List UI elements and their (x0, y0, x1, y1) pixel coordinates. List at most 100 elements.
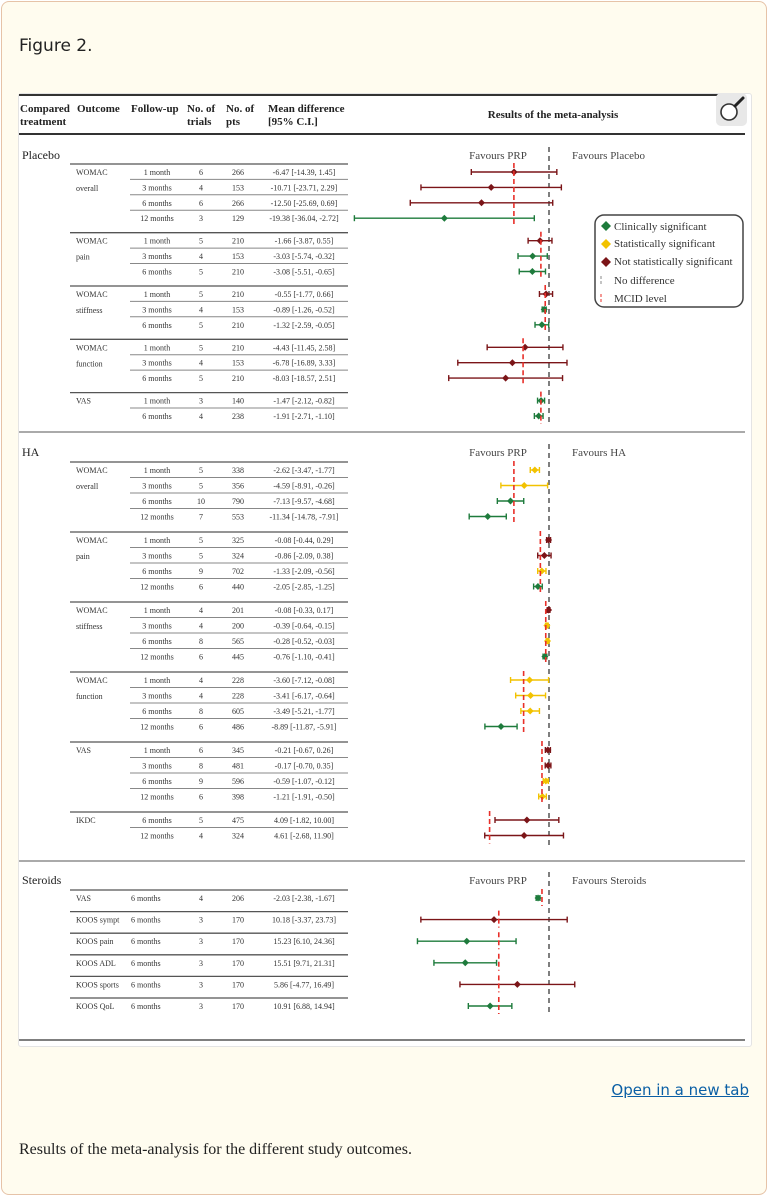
trials-cell: 5 (199, 374, 203, 383)
outcome-group: KOOS pain 6 months 3 170 15.23 [6.10, 24.36] (70, 932, 517, 950)
outcome-label: WOMAC (76, 466, 108, 475)
point-estimate-marker (520, 482, 528, 489)
mean-difference-cell: -10.71 [-23.71, 2.29] (271, 183, 338, 192)
mean-difference-cell: -3.03 [-5.74, -0.32] (273, 252, 335, 261)
followup-cell: 3 months (142, 482, 172, 491)
legend-no-difference: No difference (614, 275, 675, 287)
table-row: 6 months 3 170 15.51 [9.71, 21.31] (70, 954, 498, 968)
mean-difference-cell: -8.03 [-18.57, 2.51] (273, 374, 336, 383)
followup-cell: 12 months (140, 832, 174, 841)
mean-difference-cell: -12.50 [-25.69, 0.69] (271, 199, 338, 208)
followup-cell: 6 months (142, 816, 172, 825)
mean-difference-cell: 15.51 [9.71, 21.31] (273, 959, 335, 968)
table-row: 1 month 5 210 -0.55 [-1.77, 0.66] (70, 285, 554, 299)
trials-cell: 6 (199, 723, 203, 732)
trials-cell: 4 (199, 305, 203, 314)
outcome-label: WOMAC (76, 536, 108, 545)
pts-cell: 210 (232, 321, 244, 330)
trials-cell: 6 (199, 583, 203, 592)
mean-difference-cell: -2.03 [-2.38, -1.67] (273, 894, 335, 903)
trials-cell: 9 (199, 567, 203, 576)
section-name: HA (22, 445, 40, 459)
outcome-label: WOMAC (76, 168, 108, 177)
outcome-group: WOMAC overall 1 month 6 266 -6.47 [-14.39, 1.… (70, 163, 563, 227)
pts-cell: 129 (232, 214, 244, 223)
outcome-group: KOOS sympt 6 months 3 170 10.18 [-3.37, 23.7… (70, 910, 568, 928)
outcome-label: WOMAC (76, 676, 108, 685)
pts-cell: 228 (232, 692, 244, 701)
trials-cell: 5 (199, 536, 203, 545)
mean-difference-cell: -3.49 [-5.21, -1.77] (273, 707, 335, 716)
favours-left-label: Favours PRP (469, 875, 527, 887)
figure-label: Figure 2. (19, 36, 93, 56)
outcome-label: KOOS pain (76, 937, 114, 946)
trials-cell: 10 (197, 497, 205, 506)
pts-cell: 325 (232, 536, 244, 545)
mean-difference-cell: 5.86 [-4.77, 16.49] (274, 980, 334, 989)
followup-cell: 6 months (142, 268, 172, 277)
pts-cell: 475 (232, 816, 244, 825)
followup-cell: 6 months (142, 637, 172, 646)
pts-cell: 170 (232, 1002, 244, 1011)
table-row: 12 months 6 445 -0.76 [-1.10, -0.41] (130, 648, 549, 662)
figure-caption: Results of the meta-analysis for the dif… (19, 1141, 412, 1158)
open-in-new-tab-link[interactable]: Open in a new tab (611, 1081, 749, 1099)
outcome-label: WOMAC (76, 290, 108, 299)
trials-cell: 6 (199, 168, 203, 177)
legend-statistical-marker (601, 239, 611, 249)
outcome-group: KOOS ADL 6 months 3 170 15.51 [9.71, 21.31] (70, 953, 500, 971)
col-compared-2: treatment (20, 116, 67, 128)
mean-difference-cell: -4.59 [-8.91, -0.26] (273, 482, 335, 491)
table-row: 6 months 3 170 10.18 [-3.37, 23.73] (70, 910, 568, 925)
followup-cell: 6 months (131, 937, 161, 946)
point-estimate-marker (538, 321, 546, 329)
outcome-label: VAS (76, 397, 91, 406)
table-header: Compared treatment Outcome Follow-up No.… (19, 94, 745, 135)
trials-cell: 4 (199, 894, 203, 903)
trials-cell: 8 (199, 762, 203, 771)
legend-mcid: MCID level (614, 293, 667, 305)
followup-cell: 3 months (142, 252, 172, 261)
legend: Clinically significant Statistically sig… (594, 214, 744, 308)
point-estimate-marker (487, 183, 495, 191)
trials-cell: 4 (199, 252, 203, 261)
mean-difference-cell: -0.76 [-1.10, -0.41] (273, 653, 335, 662)
trials-cell: 3 (199, 397, 203, 406)
trials-cell: 6 (199, 746, 203, 755)
followup-cell: 3 months (142, 359, 172, 368)
favours-left-label: Favours PRP (469, 447, 527, 459)
table-row: 1 month 6 345 -0.21 [-0.67, 0.26] (70, 741, 552, 755)
col-trials-1: No. of (187, 103, 215, 115)
outcome-label: VAS (76, 746, 91, 755)
pts-cell: 210 (232, 290, 244, 299)
trials-cell: 5 (199, 552, 203, 561)
point-estimate-marker (545, 536, 553, 544)
legend-box (594, 214, 744, 308)
outcome-label: VAS (76, 894, 91, 903)
table-row: 12 months 6 486 -8.89 [-11.87, -5.91] (130, 718, 518, 732)
followup-cell: 6 months (142, 497, 172, 506)
mean-difference-cell: 10.18 [-3.37, 23.73] (272, 916, 336, 925)
point-estimate-marker (542, 290, 550, 298)
mean-difference-cell: -1.66 [-3.87, 0.55] (275, 237, 334, 246)
legend-not-significant: Not statistically significant (614, 256, 733, 268)
table-row: 3 months 4 228 -3.41 [-6.17, -0.64] (130, 687, 547, 701)
pts-cell: 170 (232, 937, 244, 946)
point-estimate-marker (484, 513, 492, 520)
followup-cell: 1 month (144, 290, 170, 299)
trials-cell: 4 (199, 606, 203, 615)
followup-cell: 1 month (144, 397, 170, 406)
trials-cell: 6 (199, 793, 203, 802)
legend-statistical: Statistically significant (614, 238, 715, 250)
mean-difference-cell: -0.08 [-0.44, 0.29] (275, 536, 334, 545)
pts-cell: 210 (232, 268, 244, 277)
table-row: 3 months 4 200 -0.39 [-0.64, -0.15] (130, 617, 551, 631)
mean-difference-cell: -0.08 [-0.33, 0.17] (275, 606, 334, 615)
magnifier-icon[interactable] (716, 93, 747, 126)
point-estimate-marker (478, 199, 485, 207)
table-row: 12 months 7 553 -11.34 [-14.78, -7.91] (130, 508, 507, 522)
trials-cell: 5 (199, 321, 203, 330)
trials-cell: 4 (199, 412, 203, 421)
section-ha: HA Favours PRP Favours HA WOMAC overall 1 mon… (19, 431, 745, 846)
